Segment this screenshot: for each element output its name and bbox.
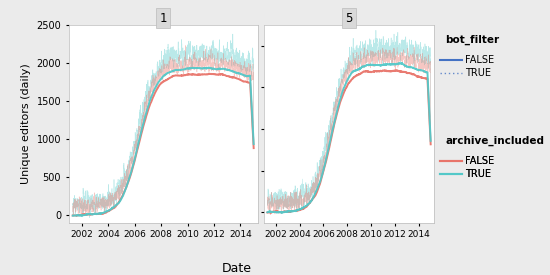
Legend: FALSE, TRUE: FALSE, TRUE [440, 156, 494, 179]
Title: 5: 5 [345, 12, 353, 25]
Y-axis label: Unique editors (daily): Unique editors (daily) [21, 63, 31, 184]
Text: archive_included: archive_included [446, 136, 544, 146]
Text: Date: Date [222, 262, 251, 275]
Text: bot_filter: bot_filter [446, 35, 499, 45]
Title: 1: 1 [160, 12, 167, 25]
